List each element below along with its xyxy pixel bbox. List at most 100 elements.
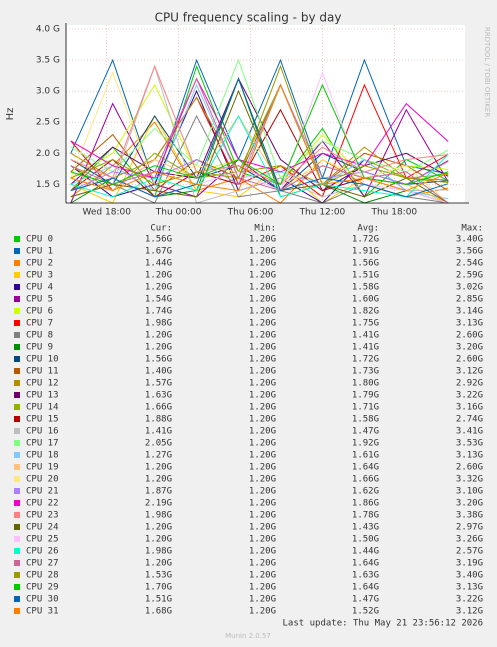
stat-value: 1.20G bbox=[145, 331, 172, 341]
stat-value: 3.32G bbox=[456, 475, 483, 485]
x-tick-label: Thu 06:00 bbox=[227, 208, 274, 218]
stat-value: 1.63G bbox=[352, 571, 379, 581]
stat-value: 3.19G bbox=[456, 559, 483, 569]
legend-label: CPU 10 bbox=[26, 355, 59, 365]
chart-title: CPU frequency scaling - by day bbox=[155, 11, 342, 25]
legend-swatch bbox=[14, 392, 20, 398]
y-tick-label: 4.0 G bbox=[36, 25, 60, 35]
y-tick-label: 2.5 G bbox=[36, 118, 60, 128]
legend-label: CPU 5 bbox=[26, 295, 53, 305]
stat-value: 1.91G bbox=[352, 247, 379, 257]
legend-swatch bbox=[14, 368, 20, 374]
legend-label: CPU 28 bbox=[26, 571, 59, 581]
stat-value: 1.20G bbox=[249, 367, 276, 377]
legend-swatch bbox=[14, 548, 20, 554]
stat-value: 1.86G bbox=[352, 499, 379, 509]
y-tick-label: 2.0 G bbox=[36, 149, 60, 159]
legend-label: CPU 1 bbox=[26, 247, 53, 257]
stat-value: 3.26G bbox=[456, 535, 483, 545]
stat-value: 2.19G bbox=[145, 499, 172, 509]
legend-swatch bbox=[14, 236, 20, 242]
stat-value: 1.72G bbox=[352, 235, 379, 245]
legend-swatch bbox=[14, 260, 20, 266]
stat-value: 1.62G bbox=[352, 487, 379, 497]
stat-value: 3.41G bbox=[456, 427, 483, 437]
legend-swatch bbox=[14, 308, 20, 314]
stat-value: 3.13G bbox=[456, 583, 483, 593]
stat-value: 1.75G bbox=[352, 319, 379, 329]
stat-value: 1.41G bbox=[352, 331, 379, 341]
stat-value: 1.20G bbox=[145, 283, 172, 293]
stat-value: 1.20G bbox=[249, 343, 276, 353]
legend-swatch bbox=[14, 332, 20, 338]
stat-value: 1.20G bbox=[249, 607, 276, 617]
stat-value: 3.10G bbox=[456, 487, 483, 497]
stat-value: 1.41G bbox=[352, 343, 379, 353]
stat-value: 2.92G bbox=[456, 379, 483, 389]
stat-value: 1.56G bbox=[352, 259, 379, 269]
stat-value: 3.40G bbox=[456, 571, 483, 581]
legend-label: CPU 27 bbox=[26, 559, 59, 569]
legend-label: CPU 14 bbox=[26, 403, 59, 413]
stat-value: 1.64G bbox=[352, 559, 379, 569]
stat-value: 1.27G bbox=[145, 451, 172, 461]
legend-label: CPU 3 bbox=[26, 271, 53, 281]
watermark: RRDTOOL / TOBI OETIKER bbox=[483, 27, 491, 117]
stat-value: 3.56G bbox=[456, 247, 483, 257]
y-tick-label: 3.5 G bbox=[36, 56, 60, 66]
legend-swatch bbox=[14, 488, 20, 494]
legend-swatch bbox=[14, 584, 20, 590]
stat-value: 1.20G bbox=[249, 487, 276, 497]
legend-swatch bbox=[14, 428, 20, 434]
stat-value: 1.71G bbox=[352, 403, 379, 413]
stat-value: 3.12G bbox=[456, 607, 483, 617]
legend-label: CPU 21 bbox=[26, 487, 59, 497]
stat-value: 1.20G bbox=[145, 559, 172, 569]
stat-value: 1.72G bbox=[352, 355, 379, 365]
legend-label: CPU 2 bbox=[26, 259, 53, 269]
stat-value: 1.44G bbox=[145, 259, 172, 269]
legend-label: CPU 22 bbox=[26, 499, 59, 509]
legend-label: CPU 29 bbox=[26, 583, 59, 593]
series-line bbox=[70, 83, 449, 186]
stat-value: 1.47G bbox=[352, 427, 379, 437]
stat-value: 1.20G bbox=[249, 247, 276, 257]
stat-value: 1.74G bbox=[145, 307, 172, 317]
legend-swatch bbox=[14, 440, 20, 446]
stat-value: 1.20G bbox=[145, 523, 172, 533]
y-tick-label: 3.0 G bbox=[36, 87, 60, 97]
stat-value: 1.67G bbox=[145, 247, 172, 257]
stat-value: 1.53G bbox=[145, 571, 172, 581]
legend-label: CPU 11 bbox=[26, 367, 59, 377]
stat-value: 1.20G bbox=[249, 463, 276, 473]
x-tick-label: Thu 12:00 bbox=[299, 208, 346, 218]
legend-label: CPU 31 bbox=[26, 607, 59, 617]
legend-swatch bbox=[14, 296, 20, 302]
stat-value: 1.88G bbox=[145, 415, 172, 425]
legend-label: CPU 16 bbox=[26, 427, 59, 437]
legend-swatch bbox=[14, 476, 20, 482]
stat-value: 1.20G bbox=[249, 595, 276, 605]
stat-value: 1.70G bbox=[145, 583, 172, 593]
legend-label: CPU 6 bbox=[26, 307, 53, 317]
legend-label: CPU 15 bbox=[26, 415, 59, 425]
stat-value: 1.20G bbox=[249, 523, 276, 533]
legend-swatch bbox=[14, 596, 20, 602]
stat-value: 1.50G bbox=[352, 535, 379, 545]
legend-swatch bbox=[14, 272, 20, 278]
series-line bbox=[70, 77, 449, 204]
legend-swatch bbox=[14, 356, 20, 362]
series-line bbox=[70, 64, 449, 186]
stat-value: 1.58G bbox=[352, 415, 379, 425]
stat-value: 1.47G bbox=[352, 595, 379, 605]
stat-value: 3.20G bbox=[456, 499, 483, 509]
legend-label: CPU 18 bbox=[26, 451, 59, 461]
stat-value: 1.52G bbox=[352, 607, 379, 617]
stat-value: 1.66G bbox=[145, 403, 172, 413]
stat-value: 1.20G bbox=[249, 451, 276, 461]
stat-value: 1.20G bbox=[249, 547, 276, 557]
series-line bbox=[70, 96, 449, 185]
stat-value: 1.20G bbox=[145, 475, 172, 485]
stat-header: Max: bbox=[461, 224, 483, 234]
